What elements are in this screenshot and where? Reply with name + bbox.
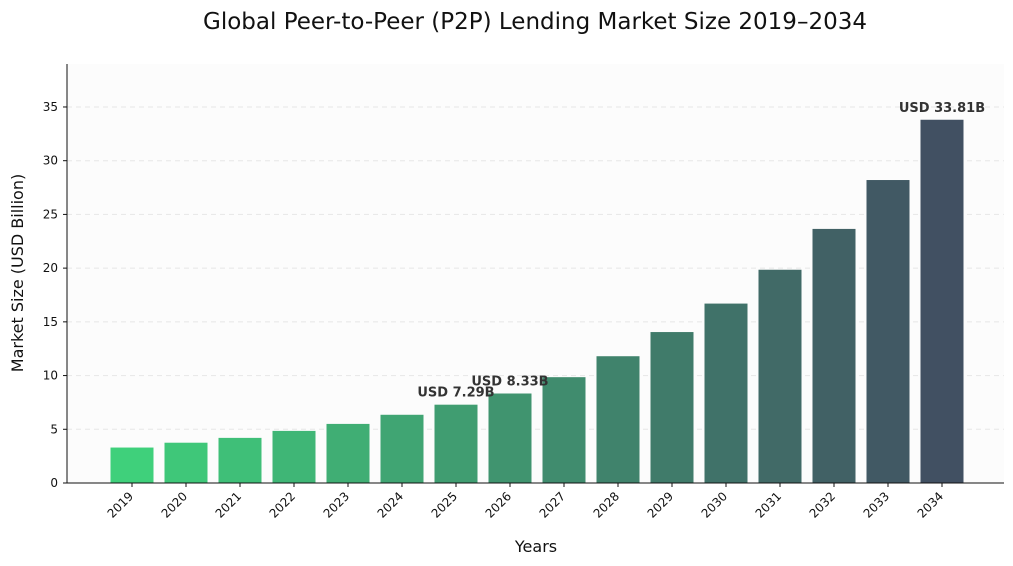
bar-2021 <box>218 437 262 483</box>
x-tick-label: 2028 <box>591 489 622 520</box>
x-tick-label: 2027 <box>537 489 568 520</box>
bar-2026 <box>488 393 532 483</box>
x-tick-label: 2019 <box>105 489 136 520</box>
x-tick-label: 2024 <box>375 489 406 520</box>
bars <box>110 119 964 484</box>
x-tick-label: 2025 <box>429 489 460 520</box>
axes <box>66 64 1004 484</box>
bar-2032 <box>812 228 856 483</box>
x-tick-label: 2026 <box>483 489 514 520</box>
bar-2031 <box>758 269 802 483</box>
x-tick-label: 2031 <box>753 489 784 520</box>
bar-2024 <box>380 414 424 483</box>
y-tick-label: 10 <box>43 369 58 383</box>
data-label-2034: USD 33.81B <box>899 101 985 116</box>
bar-2019 <box>110 447 154 483</box>
bar-2030 <box>704 303 748 483</box>
y-tick-label: 0 <box>50 476 58 490</box>
bar-2020 <box>164 442 208 483</box>
bar-2028 <box>596 356 640 483</box>
y-axis-label: Market Size (USD Billion) <box>8 174 27 372</box>
y-tick-label: 25 <box>43 207 58 221</box>
data-label-2025: USD 7.29B <box>417 386 494 401</box>
y-tick-label: 20 <box>43 261 58 275</box>
x-tick-label: 2030 <box>699 489 730 520</box>
plot-background <box>67 64 1004 483</box>
bar-2025 <box>434 404 478 483</box>
x-tick-label: 2020 <box>159 489 190 520</box>
y-tick-label: 35 <box>43 100 58 114</box>
y-tick-label: 30 <box>43 154 58 168</box>
x-tick-label: 2033 <box>861 489 892 520</box>
x-tick-label: 2023 <box>321 489 352 520</box>
bar-2023 <box>326 423 370 483</box>
grid-lines <box>67 106 1004 430</box>
data-label-2026: USD 8.33B <box>471 375 548 390</box>
y-tick-label: 15 <box>43 315 58 329</box>
bar-2034 <box>920 119 964 484</box>
x-axis-label: Years <box>514 537 557 556</box>
y-tick-label: 5 <box>50 422 58 436</box>
x-tick-label: 2022 <box>267 489 298 520</box>
x-tick-label: 2021 <box>213 489 244 520</box>
bar-2029 <box>650 332 694 483</box>
x-tick-label: 2029 <box>645 489 676 520</box>
bar-2022 <box>272 430 316 483</box>
x-tick-label: 2034 <box>915 489 946 520</box>
bar-2033 <box>866 180 910 483</box>
chart-title: Global Peer-to-Peer (P2P) Lending Market… <box>203 9 867 35</box>
x-tick-label: 2032 <box>807 489 838 520</box>
x-ticks: 2019 2020 2021 2022 2023 2024 2025 2026 2027 2028… <box>105 483 946 521</box>
y-ticks: 0 5 10 15 20 25 30 35 <box>43 100 67 490</box>
bar-2027 <box>542 377 586 483</box>
